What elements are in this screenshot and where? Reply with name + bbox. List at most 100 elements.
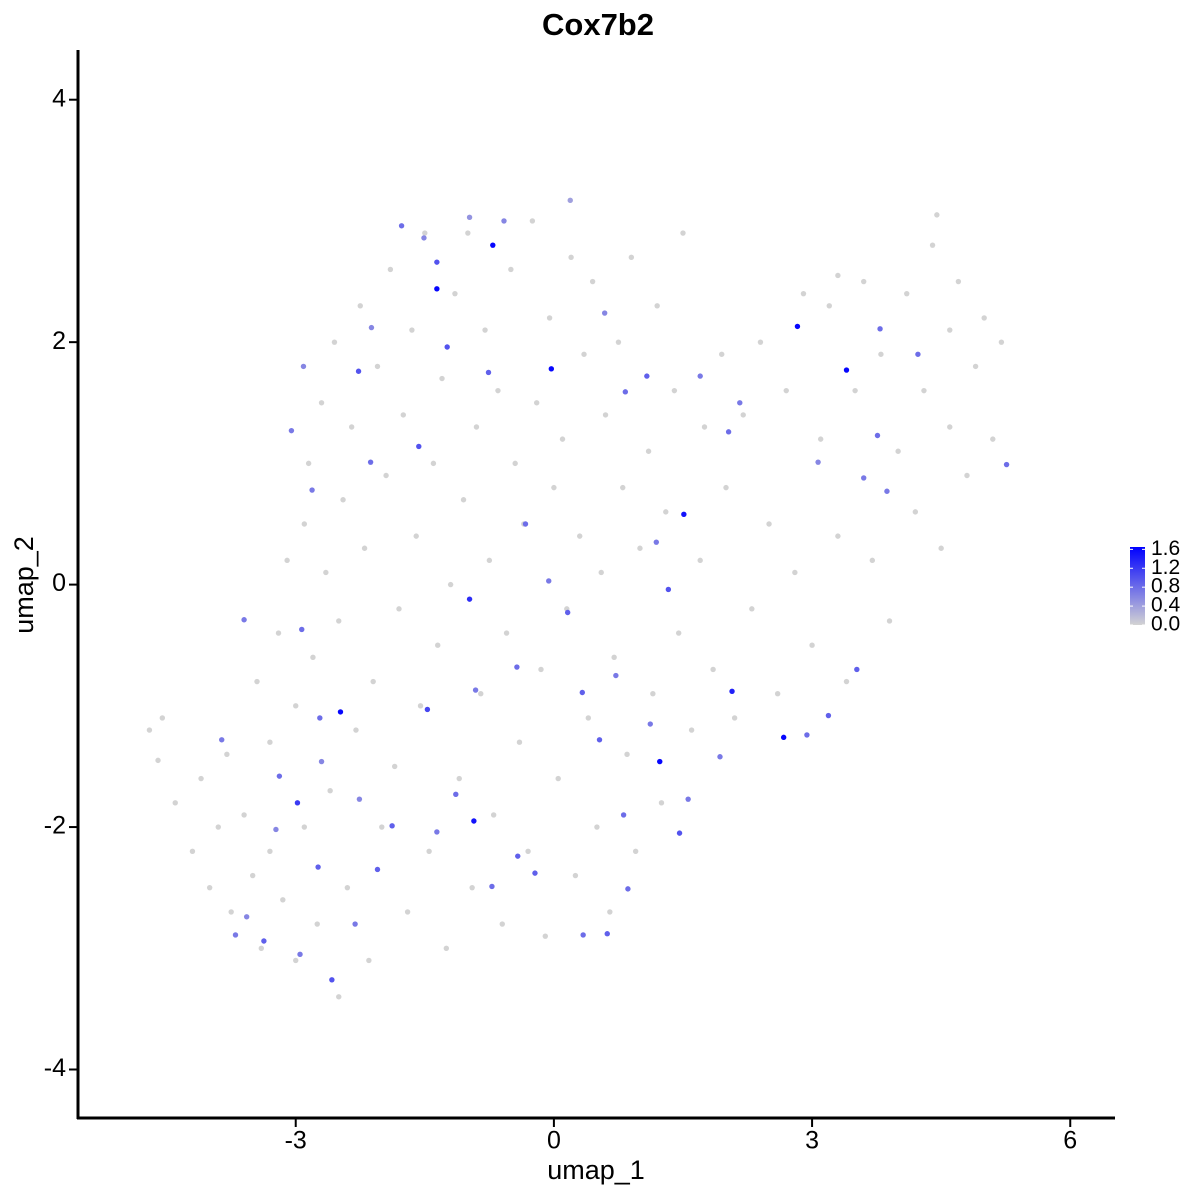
point [439,375,445,382]
point [804,732,810,738]
point [981,315,987,321]
point [367,459,374,465]
point [353,727,359,733]
point [404,909,411,915]
point [495,387,501,394]
point [671,387,678,394]
point [288,427,295,434]
x-tick-label: 6 [1063,1127,1077,1155]
point [783,387,789,394]
point [391,763,398,770]
point [852,387,858,394]
point [697,373,703,379]
point [878,351,884,357]
point [757,339,764,345]
point [624,751,630,758]
point [921,387,927,394]
point [915,351,921,357]
colorbar-tick-label: 0.0 [1151,613,1180,636]
point [567,197,573,204]
point [596,737,603,743]
point [301,521,308,527]
point [501,218,507,224]
point [835,272,841,279]
point [340,497,346,503]
point [416,443,422,450]
point [559,436,566,442]
point [305,460,312,467]
point [499,921,505,927]
point [719,351,725,357]
colorbar: 0.00.40.81.21.6 [1130,537,1181,636]
point [368,324,375,331]
point [947,424,953,430]
point [729,688,735,694]
point [466,596,473,602]
point [453,791,459,798]
point [998,339,1005,345]
point [155,757,161,764]
point [300,363,307,370]
point [522,521,529,527]
point [327,787,333,794]
point [611,654,617,661]
point [934,212,940,218]
point [800,290,807,297]
point [579,689,586,696]
point [172,800,178,806]
y-tick-label: 0 [52,569,66,597]
point [886,618,893,624]
colorbar-tick-label: 1.2 [1151,556,1180,579]
point [374,363,381,370]
point [512,460,518,467]
point [344,884,351,891]
point [336,994,342,1000]
point [317,715,323,721]
point [861,278,867,285]
point [435,642,441,648]
point [472,687,479,693]
point [874,432,881,439]
point [473,424,480,430]
x-tick-label: 0 [547,1127,561,1155]
point [665,586,672,593]
point [503,630,510,636]
colorbar-tick-label: 0.4 [1151,594,1181,617]
point [542,933,548,939]
point [275,630,282,636]
point [780,734,787,741]
point [482,327,488,333]
point [241,812,247,818]
point [434,829,440,835]
point [444,344,450,350]
point [460,497,467,503]
point [434,286,440,292]
point [688,727,695,733]
point [267,739,273,745]
point [835,533,841,539]
point [529,218,536,224]
point [731,715,738,721]
point [766,521,772,527]
point [224,751,230,758]
point [854,666,860,673]
point [581,351,587,357]
point [580,932,586,938]
point [206,884,213,891]
point [434,259,440,265]
point [546,315,553,321]
point [725,429,732,435]
point [215,824,221,830]
point [383,472,389,479]
point [267,848,273,855]
point [680,230,686,236]
point [301,824,308,830]
point [681,511,687,517]
point [430,460,437,467]
point [447,581,454,588]
point [374,866,381,873]
point [577,533,583,539]
point [675,630,682,636]
point [685,796,691,802]
